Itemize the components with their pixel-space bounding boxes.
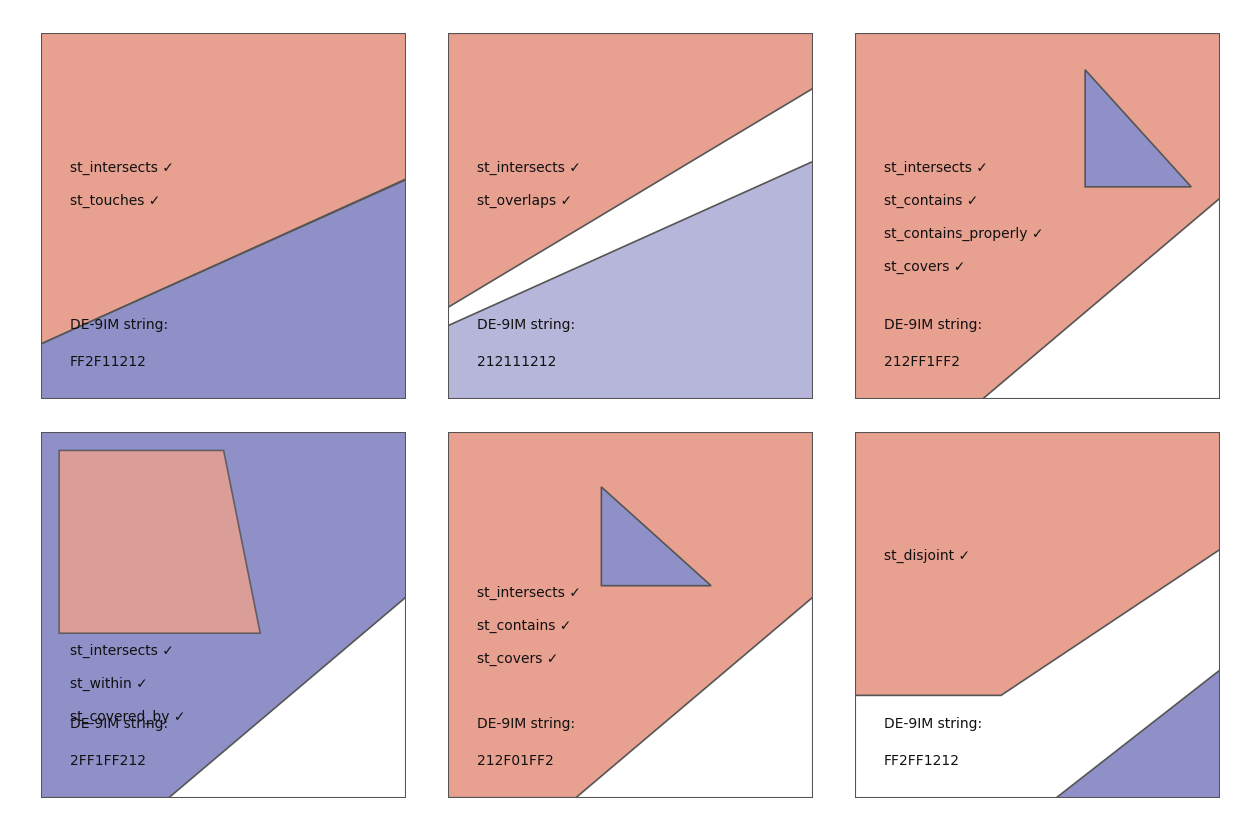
Text: DE-9IM string:: DE-9IM string: [478,717,575,731]
Polygon shape [854,432,1221,696]
Text: st_intersects ✓: st_intersects ✓ [478,161,581,175]
Text: st_covers ✓: st_covers ✓ [478,652,558,666]
Polygon shape [447,33,814,307]
Text: st_contains_properly ✓: st_contains_properly ✓ [885,227,1043,241]
Polygon shape [40,432,407,798]
Text: DE-9IM string:: DE-9IM string: [478,318,575,332]
Text: st_covers ✓: st_covers ✓ [885,260,965,274]
Text: st_disjoint ✓: st_disjoint ✓ [885,549,970,563]
Text: 212F01FF2: 212F01FF2 [478,754,554,768]
Text: DE-9IM string:: DE-9IM string: [885,318,982,332]
Polygon shape [1085,70,1191,187]
Text: st_intersects ✓: st_intersects ✓ [71,644,174,658]
Text: DE-9IM string:: DE-9IM string: [71,717,168,731]
Text: 2FF1FF212: 2FF1FF212 [71,754,146,768]
Text: 212FF1FF2: 212FF1FF2 [885,355,960,369]
Text: st_intersects ✓: st_intersects ✓ [478,586,581,600]
Text: st_covered_by ✓: st_covered_by ✓ [71,710,185,724]
Polygon shape [601,487,711,586]
Polygon shape [854,33,1221,399]
Text: st_touches ✓: st_touches ✓ [71,194,160,209]
Text: DE-9IM string:: DE-9IM string: [885,717,982,731]
Polygon shape [40,179,407,399]
Polygon shape [59,450,261,633]
Text: DE-9IM string:: DE-9IM string: [71,318,168,332]
Polygon shape [40,33,407,344]
Text: FF2F11212: FF2F11212 [71,355,147,369]
Text: FF2FF1212: FF2FF1212 [885,754,960,768]
Polygon shape [447,432,814,798]
Text: st_within ✓: st_within ✓ [71,677,147,691]
Text: st_overlaps ✓: st_overlaps ✓ [478,194,572,209]
Text: st_intersects ✓: st_intersects ✓ [885,161,988,175]
Text: st_contains ✓: st_contains ✓ [478,618,572,632]
Text: st_intersects ✓: st_intersects ✓ [71,161,174,175]
Polygon shape [1056,670,1221,798]
Text: 212111212: 212111212 [478,355,557,369]
Polygon shape [447,161,814,399]
Text: st_contains ✓: st_contains ✓ [885,194,979,209]
